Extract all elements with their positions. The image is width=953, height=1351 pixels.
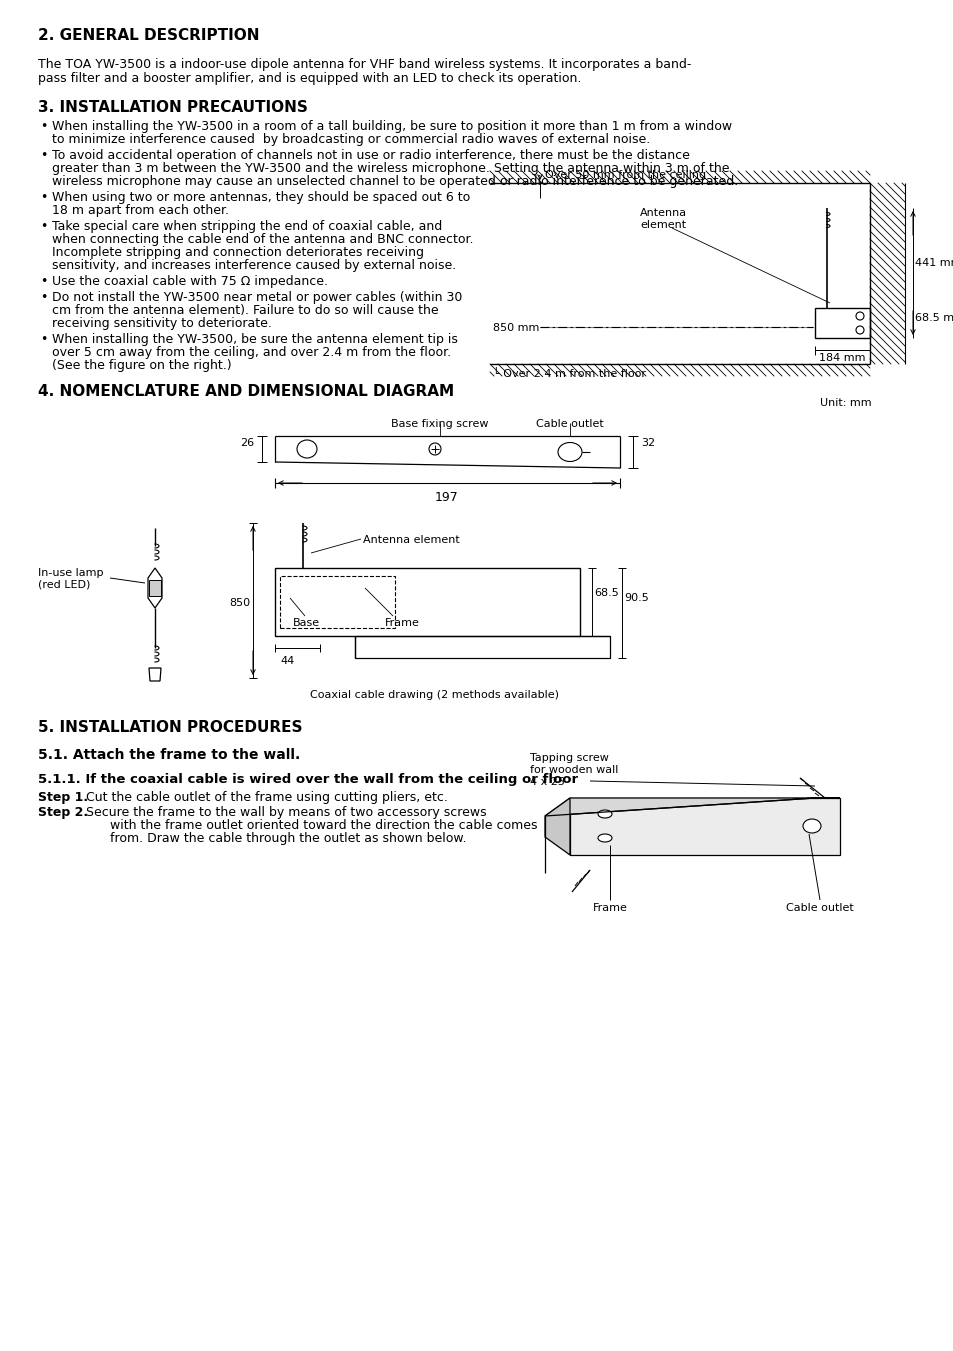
Text: 2. GENERAL DESCRIPTION: 2. GENERAL DESCRIPTION — [38, 28, 259, 43]
Text: Over 50 mm from the ceiling: Over 50 mm from the ceiling — [544, 170, 705, 180]
Text: •: • — [40, 290, 48, 304]
Text: 5.1. Attach the frame to the wall.: 5.1. Attach the frame to the wall. — [38, 748, 300, 762]
Ellipse shape — [598, 811, 612, 817]
Text: 184 mm: 184 mm — [818, 353, 864, 363]
Text: Step 2.: Step 2. — [38, 807, 88, 819]
Text: 18 m apart from each other.: 18 m apart from each other. — [52, 204, 229, 218]
Text: In-use lamp
(red LED): In-use lamp (red LED) — [38, 567, 103, 589]
Text: for wooden wall: for wooden wall — [530, 765, 618, 775]
Text: 4 x 25: 4 x 25 — [530, 777, 564, 788]
Text: Secure the frame to the wall by means of two accessory screws: Secure the frame to the wall by means of… — [82, 807, 486, 819]
Text: When installing the YW-3500, be sure the antenna element tip is: When installing the YW-3500, be sure the… — [52, 332, 457, 346]
Text: receiving sensitivity to deteriorate.: receiving sensitivity to deteriorate. — [52, 317, 272, 330]
Text: Unit: mm: Unit: mm — [820, 399, 871, 408]
Text: when connecting the cable end of the antenna and BNC connector.: when connecting the cable end of the ant… — [52, 232, 473, 246]
Bar — [355, 636, 609, 658]
Text: 850 mm: 850 mm — [493, 323, 538, 332]
Text: sensitivity, and increases interference caused by external noise.: sensitivity, and increases interference … — [52, 259, 456, 272]
Text: 68.5 mm: 68.5 mm — [914, 313, 953, 323]
Text: •: • — [40, 149, 48, 162]
Bar — [274, 567, 579, 636]
Text: 5. INSTALLATION PROCEDURES: 5. INSTALLATION PROCEDURES — [38, 720, 302, 735]
Text: over 5 cm away from the ceiling, and over 2.4 m from the floor.: over 5 cm away from the ceiling, and ove… — [52, 346, 451, 359]
Text: 850: 850 — [229, 598, 250, 608]
Text: Antenna
element: Antenna element — [639, 208, 686, 230]
Text: •: • — [40, 276, 48, 288]
Text: Step 1.: Step 1. — [38, 790, 88, 804]
Text: from. Draw the cable through the outlet as shown below.: from. Draw the cable through the outlet … — [82, 832, 466, 844]
Text: •: • — [40, 190, 48, 204]
Text: Tapping screw: Tapping screw — [530, 753, 608, 763]
Text: to minimize interference caused  by broadcasting or commercial radio waves of ex: to minimize interference caused by broad… — [52, 132, 650, 146]
Text: (See the figure on the right.): (See the figure on the right.) — [52, 359, 232, 372]
Text: Base: Base — [293, 617, 320, 628]
Text: When installing the YW-3500 in a room of a tall building, be sure to position it: When installing the YW-3500 in a room of… — [52, 120, 731, 132]
Text: 68.5: 68.5 — [594, 588, 618, 598]
Ellipse shape — [802, 819, 821, 834]
Text: To avoid accidental operation of channels not in use or radio interference, ther: To avoid accidental operation of channel… — [52, 149, 689, 162]
Text: Incomplete stripping and connection deteriorates receiving: Incomplete stripping and connection dete… — [52, 246, 423, 259]
Text: Cable outlet: Cable outlet — [536, 419, 603, 430]
Text: 4. NOMENCLATURE AND DIMENSIONAL DIAGRAM: 4. NOMENCLATURE AND DIMENSIONAL DIAGRAM — [38, 384, 454, 399]
Text: wireless microphone may cause an unselected channel to be operated or radio inte: wireless microphone may cause an unselec… — [52, 176, 738, 188]
Bar — [814, 308, 869, 338]
Text: with the frame outlet oriented toward the direction the cable comes: with the frame outlet oriented toward th… — [82, 819, 537, 832]
Bar — [149, 580, 161, 596]
Text: Frame: Frame — [592, 902, 627, 913]
Polygon shape — [544, 798, 569, 855]
Text: 26: 26 — [239, 438, 253, 449]
Text: 32: 32 — [640, 438, 655, 449]
Ellipse shape — [598, 834, 612, 842]
Text: 44: 44 — [280, 657, 294, 666]
Polygon shape — [544, 798, 840, 816]
Text: pass filter and a booster amplifier, and is equipped with an LED to check its op: pass filter and a booster amplifier, and… — [38, 72, 580, 85]
Bar — [569, 798, 840, 855]
Text: Frame: Frame — [385, 617, 419, 628]
Text: 197: 197 — [435, 490, 458, 504]
Text: cm from the antenna element). Failure to do so will cause the: cm from the antenna element). Failure to… — [52, 304, 438, 317]
Text: └ Over 2.4 m from the floor: └ Over 2.4 m from the floor — [493, 369, 645, 380]
Text: •: • — [40, 120, 48, 132]
Text: Take special care when stripping the end of coaxial cable, and: Take special care when stripping the end… — [52, 220, 442, 232]
Text: greater than 3 m between the YW-3500 and the wireless microphone. Setting the an: greater than 3 m between the YW-3500 and… — [52, 162, 729, 176]
Text: Use the coaxial cable with 75 Ω impedance.: Use the coaxial cable with 75 Ω impedanc… — [52, 276, 328, 288]
Text: 441 mm: 441 mm — [914, 258, 953, 267]
Text: The TOA YW-3500 is a indoor-use dipole antenna for VHF band wireless systems. It: The TOA YW-3500 is a indoor-use dipole a… — [38, 58, 691, 72]
Text: •: • — [40, 220, 48, 232]
Text: Cable outlet: Cable outlet — [785, 902, 853, 913]
Bar — [280, 576, 395, 628]
Text: 90.5: 90.5 — [623, 593, 648, 603]
Text: 3. INSTALLATION PRECAUTIONS: 3. INSTALLATION PRECAUTIONS — [38, 100, 308, 115]
Text: Do not install the YW-3500 near metal or power cables (within 30: Do not install the YW-3500 near metal or… — [52, 290, 462, 304]
Text: Cut the cable outlet of the frame using cutting pliers, etc.: Cut the cable outlet of the frame using … — [82, 790, 447, 804]
Text: •: • — [40, 332, 48, 346]
Text: 5.1.1. If the coaxial cable is wired over the wall from the ceiling or floor: 5.1.1. If the coaxial cable is wired ove… — [38, 773, 578, 786]
Text: When using two or more antennas, they should be spaced out 6 to: When using two or more antennas, they sh… — [52, 190, 470, 204]
Text: Coaxial cable drawing (2 methods available): Coaxial cable drawing (2 methods availab… — [310, 690, 558, 700]
Text: Antenna element: Antenna element — [363, 535, 459, 544]
Text: Base fixing screw: Base fixing screw — [391, 419, 488, 430]
